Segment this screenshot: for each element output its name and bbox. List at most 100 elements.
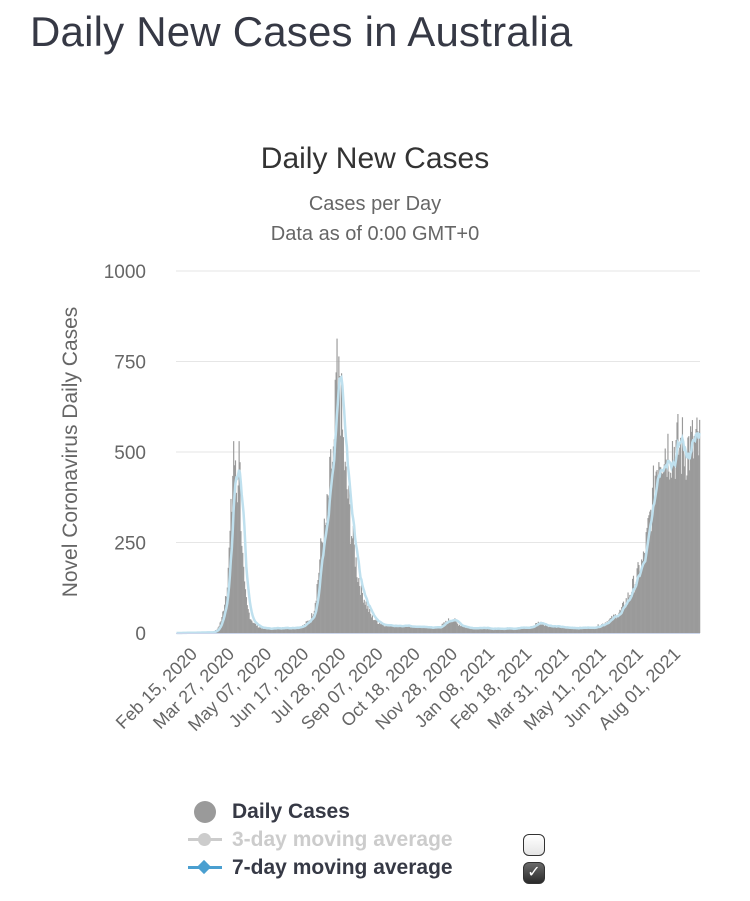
daily-case-bar bbox=[408, 626, 411, 633]
daily-case-bar bbox=[477, 627, 480, 633]
daily-case-bar bbox=[675, 440, 677, 633]
daily-case-bar bbox=[253, 623, 255, 633]
daily-case-bar bbox=[522, 628, 524, 633]
daily-case-bar bbox=[366, 608, 368, 633]
daily-case-bar bbox=[442, 623, 444, 633]
seven-day-moving-average-line bbox=[176, 374, 701, 635]
daily-case-bar bbox=[624, 606, 626, 633]
daily-case-bar bbox=[428, 627, 431, 633]
daily-case-bar bbox=[486, 628, 488, 633]
daily-case-bar bbox=[645, 532, 647, 633]
legend-item-3-day-average[interactable]: 3-day moving average bbox=[188, 826, 568, 854]
daily-case-bar bbox=[590, 628, 592, 633]
daily-case-bar bbox=[247, 609, 249, 633]
daily-case-bar bbox=[584, 627, 587, 633]
daily-case-bar bbox=[598, 626, 600, 633]
daily-case-bar bbox=[266, 629, 268, 633]
daily-case-bar bbox=[515, 628, 517, 633]
daily-case-bar bbox=[513, 628, 515, 633]
daily-case-bar bbox=[612, 618, 614, 633]
daily-case-bar bbox=[488, 628, 490, 633]
daily-case-bar bbox=[497, 628, 499, 633]
daily-case-bar bbox=[489, 628, 491, 633]
daily-case-bar bbox=[483, 627, 485, 633]
daily-case-bar bbox=[673, 446, 675, 633]
legend-item-7-day-average[interactable]: 7-day moving average bbox=[188, 854, 568, 882]
daily-case-bar bbox=[358, 578, 360, 633]
daily-case-bar bbox=[566, 627, 568, 633]
daily-case-bar bbox=[630, 595, 632, 633]
chart-title: Daily New Cases bbox=[261, 142, 489, 175]
daily-case-bar bbox=[537, 621, 539, 633]
daily-case-bar bbox=[659, 466, 661, 633]
daily-case-bar bbox=[658, 462, 660, 633]
checkbox-7-day-average[interactable]: ✓ bbox=[523, 862, 545, 884]
chart-subtitle-line-2: Data as of 0:00 GMT+0 bbox=[271, 223, 479, 245]
daily-case-bar bbox=[341, 429, 344, 633]
daily-case-bar bbox=[657, 480, 659, 633]
daily-case-bar bbox=[535, 623, 538, 633]
daily-case-bar bbox=[681, 417, 684, 633]
daily-case-bar bbox=[661, 473, 664, 633]
checkbox-3-day-average[interactable] bbox=[523, 834, 545, 856]
daily-case-bar bbox=[520, 627, 522, 633]
daily-case-bar bbox=[340, 435, 342, 633]
daily-case-bar bbox=[371, 615, 373, 633]
daily-case-bar bbox=[613, 615, 616, 633]
daily-case-bar bbox=[402, 626, 404, 633]
daily-case-bar bbox=[625, 598, 627, 633]
daily-case-bar bbox=[399, 626, 402, 633]
daily-case-bar bbox=[499, 628, 501, 633]
daily-case-bar bbox=[521, 627, 523, 633]
y-tick-label: 250 bbox=[114, 534, 146, 555]
daily-case-bar bbox=[523, 627, 525, 633]
daily-case-bar bbox=[420, 626, 422, 633]
daily-case-bar bbox=[552, 625, 554, 633]
daily-case-bar bbox=[274, 627, 276, 633]
daily-case-bar bbox=[411, 627, 413, 633]
daily-case-bar bbox=[348, 485, 350, 633]
daily-case-bar bbox=[467, 627, 469, 633]
daily-case-bar bbox=[294, 628, 296, 633]
daily-case-bar bbox=[427, 627, 429, 633]
daily-case-bar bbox=[554, 626, 556, 633]
daily-case-bar bbox=[490, 629, 492, 633]
daily-case-bar bbox=[460, 625, 462, 633]
daily-case-bar bbox=[689, 470, 691, 633]
daily-case-bar bbox=[509, 628, 511, 633]
daily-case-bar bbox=[573, 628, 575, 633]
daily-case-bar bbox=[432, 627, 434, 633]
daily-case-bar bbox=[419, 626, 422, 633]
daily-case-bar bbox=[251, 620, 253, 633]
daily-case-bar bbox=[618, 612, 620, 633]
daily-case-bar bbox=[372, 620, 374, 633]
daily-case-bar bbox=[385, 624, 387, 633]
daily-case-bar bbox=[555, 627, 558, 633]
daily-case-bar bbox=[569, 627, 571, 633]
daily-case-bar bbox=[244, 589, 247, 633]
daily-case-bar bbox=[337, 388, 339, 633]
daily-case-bar bbox=[263, 627, 266, 633]
daily-case-bar bbox=[492, 628, 494, 633]
legend-item-daily-cases[interactable]: Daily Cases bbox=[188, 798, 568, 826]
page-title: Daily New Cases in Australia bbox=[30, 8, 573, 55]
daily-case-bar bbox=[635, 582, 637, 633]
daily-case-bar bbox=[501, 628, 503, 633]
daily-case-bar bbox=[583, 626, 585, 633]
daily-case-bar bbox=[679, 447, 681, 633]
legend-label-3-day-average: 3-day moving average bbox=[232, 828, 453, 851]
daily-case-bar bbox=[486, 627, 489, 633]
daily-case-bar bbox=[601, 624, 603, 633]
daily-case-bar bbox=[511, 628, 513, 633]
daily-case-bar bbox=[514, 628, 516, 633]
daily-case-bar bbox=[600, 625, 602, 633]
daily-case-bar bbox=[556, 625, 558, 633]
daily-case-bar bbox=[376, 621, 378, 633]
daily-case-bar bbox=[373, 619, 375, 633]
daily-case-bar bbox=[370, 617, 373, 633]
daily-case-bar bbox=[579, 626, 581, 633]
daily-case-bar bbox=[642, 551, 645, 633]
daily-case-bar bbox=[367, 605, 369, 633]
daily-case-bar bbox=[355, 557, 357, 633]
daily-case-bar bbox=[637, 562, 639, 633]
